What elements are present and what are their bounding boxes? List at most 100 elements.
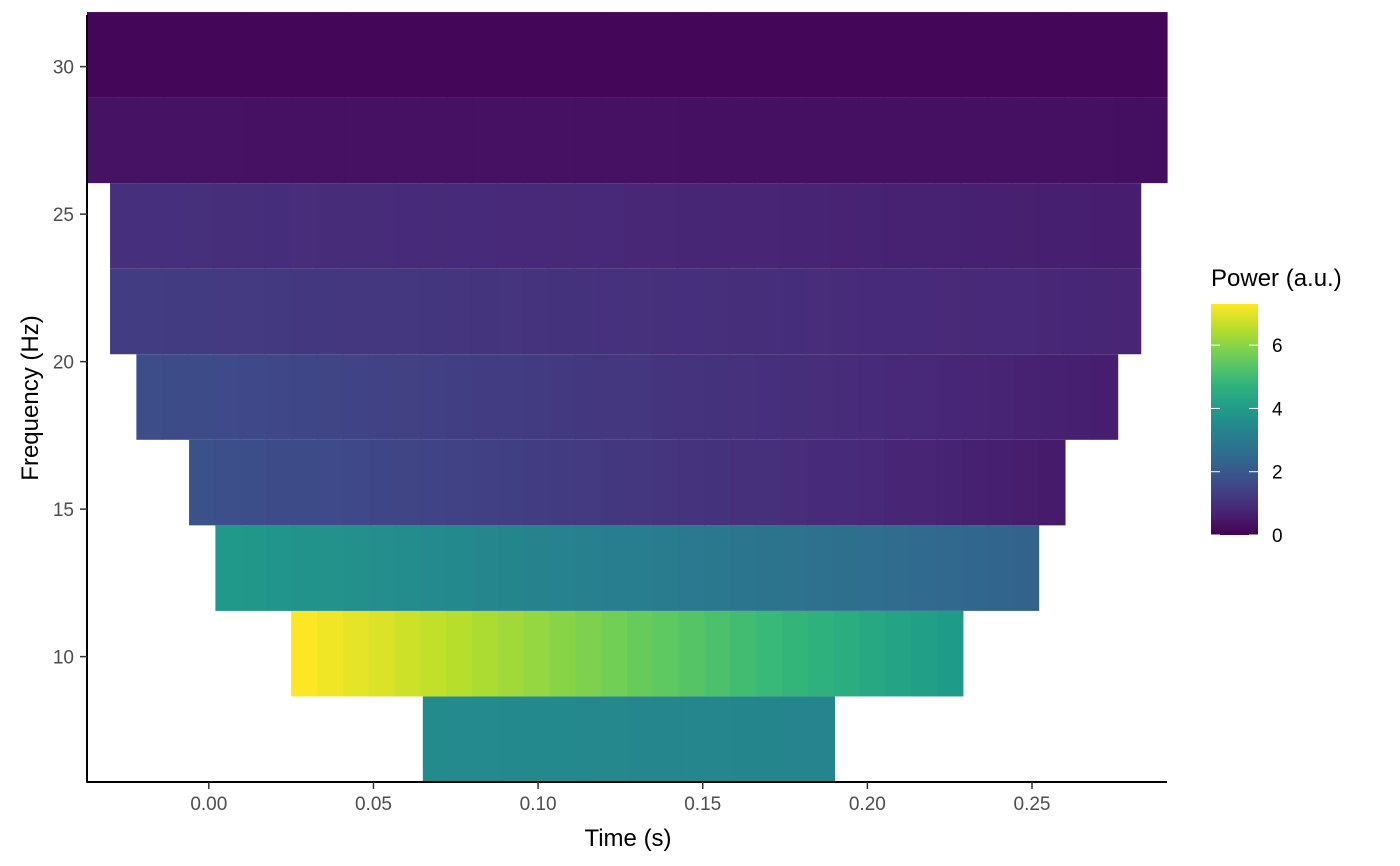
heatmap-tile-7-9 <box>318 97 345 184</box>
heatmap-tile-3-19 <box>678 439 705 526</box>
heatmap-tile-2-7 <box>395 525 422 611</box>
heatmap-tile-2-5 <box>344 525 371 611</box>
y-tick-label: 30 <box>53 58 74 79</box>
heatmap-tile-6-37 <box>1063 183 1090 269</box>
heatmap-tile-2-19 <box>704 525 731 611</box>
heatmap-tile-7-31 <box>884 97 911 184</box>
heatmap-tile-6-2 <box>161 183 188 269</box>
heatmap-tile-3-3 <box>266 439 293 526</box>
heatmap-tile-8-23 <box>678 12 705 98</box>
heatmap-tile-2-24 <box>832 525 860 611</box>
heatmap-tile-6-22 <box>676 183 704 269</box>
heatmap-tile-2-23 <box>807 525 834 611</box>
heatmap-tile-1-19 <box>782 610 809 697</box>
heatmap-tile-2-15 <box>601 525 628 611</box>
heatmap-tile-2-16 <box>627 525 654 611</box>
heatmap-tile-5-7 <box>290 268 317 355</box>
heatmap-tile-6-20 <box>625 183 652 269</box>
heatmap-tile-3-33 <box>1039 439 1066 526</box>
heatmap-tile-8-30 <box>858 12 885 98</box>
heatmap-tile-8-41 <box>1141 12 1168 98</box>
heatmap-tile-5-18 <box>573 268 601 355</box>
y-tick-label: 15 <box>53 500 74 521</box>
heatmap-tile-4-7 <box>317 354 344 440</box>
heatmap-tile-7-12 <box>395 97 422 184</box>
heatmap-tile-8-22 <box>652 12 680 98</box>
heatmap-tile-8-13 <box>421 12 448 98</box>
heatmap-tile-5-29 <box>857 268 884 355</box>
heatmap-tile-1-7 <box>471 610 499 697</box>
heatmap-tile-8-34 <box>961 12 988 98</box>
heatmap-tile-2-18 <box>678 525 705 611</box>
heatmap-tile-8-7 <box>267 12 294 98</box>
heatmap-tile-3-24 <box>807 439 834 526</box>
heatmap-tile-7-23 <box>678 97 705 184</box>
heatmap-tile-3-7 <box>369 439 396 526</box>
heatmap-tile-8-27 <box>781 12 808 98</box>
heatmap-tile-3-20 <box>704 439 731 526</box>
heatmap-tile-7-28 <box>807 97 834 184</box>
heatmap-tile-8-0 <box>87 12 114 98</box>
heatmap-tile-5-16 <box>522 268 549 355</box>
heatmap-tile-4-31 <box>936 354 964 440</box>
legend-tick-label: 2 <box>1272 463 1283 484</box>
heatmap-tile-2-21 <box>755 525 782 611</box>
heatmap-tile-5-19 <box>599 268 626 355</box>
heatmap-tile-3-1 <box>214 439 242 526</box>
x-tick-label: 0.05 <box>355 794 392 815</box>
heatmap-tile-3-8 <box>395 439 422 526</box>
heatmap-tile-7-4 <box>189 97 217 184</box>
heatmap-tile-4-5 <box>265 354 292 440</box>
heatmap-tile-2-13 <box>549 525 577 611</box>
heatmap-tile-7-30 <box>858 97 885 184</box>
heatmap-tile-1-15 <box>678 610 706 697</box>
legend-tick-label: 6 <box>1272 336 1283 357</box>
heatmap-tile-2-6 <box>369 525 397 611</box>
heatmap-tile-4-17 <box>575 354 602 440</box>
heatmap-tile-2-4 <box>318 525 345 611</box>
heatmap-tile-2-10 <box>472 525 499 611</box>
heatmap-tile-5-22 <box>676 268 704 355</box>
heatmap-tile-0-12 <box>731 696 758 782</box>
heatmap-tile-1-22 <box>859 610 886 697</box>
heatmap-tile-5-9 <box>341 268 369 355</box>
x-tick-label: 0.00 <box>190 794 227 815</box>
heatmap-tile-7-20 <box>601 97 628 184</box>
y-tick-label: 25 <box>53 205 74 226</box>
heatmap-tile-3-30 <box>961 439 989 526</box>
heatmap-tile-7-39 <box>1089 97 1117 184</box>
heatmap-tile-1-23 <box>885 610 912 697</box>
x-axis-title: Time (s) <box>584 825 671 852</box>
heatmap-tile-3-27 <box>884 439 911 526</box>
heatmap-tile-4-14 <box>497 354 525 440</box>
heatmap-tile-6-21 <box>651 183 678 269</box>
heatmap-tile-4-0 <box>136 354 163 440</box>
heatmap-tile-2-3 <box>292 525 319 611</box>
heatmap-tile-5-10 <box>367 268 395 355</box>
heatmap-tile-5-31 <box>908 268 936 355</box>
heatmap-tile-8-12 <box>395 12 422 98</box>
heatmap-tile-8-9 <box>318 12 345 98</box>
heatmap-tile-5-38 <box>1089 268 1116 355</box>
heatmap-tile-0-7 <box>602 696 630 782</box>
heatmap-tile-7-26 <box>755 97 782 184</box>
heatmap-tile-2-14 <box>575 525 602 611</box>
heatmap-tile-3-26 <box>858 439 886 526</box>
heatmap-tile-2-12 <box>524 525 551 611</box>
heatmap-tile-7-27 <box>781 97 808 184</box>
heatmap-tile-6-8 <box>316 183 343 269</box>
heatmap-tile-8-4 <box>189 12 217 98</box>
heatmap-tile-2-29 <box>961 525 988 611</box>
heatmap-tile-1-5 <box>420 610 447 697</box>
heatmap-tile-3-29 <box>936 439 963 526</box>
heatmap-tile-0-13 <box>757 696 784 782</box>
legend-tick-label: 0 <box>1272 526 1283 547</box>
heatmap-tile-8-33 <box>935 12 962 98</box>
heatmap-tile-7-1 <box>112 97 140 184</box>
heatmap-tile-5-25 <box>754 268 781 355</box>
heatmap-tile-8-5 <box>215 12 242 98</box>
heatmap-tile-7-37 <box>1038 97 1065 184</box>
heatmap-tile-6-23 <box>702 183 730 269</box>
heatmap-tile-7-32 <box>909 97 937 184</box>
heatmap-tile-5-12 <box>419 268 446 355</box>
